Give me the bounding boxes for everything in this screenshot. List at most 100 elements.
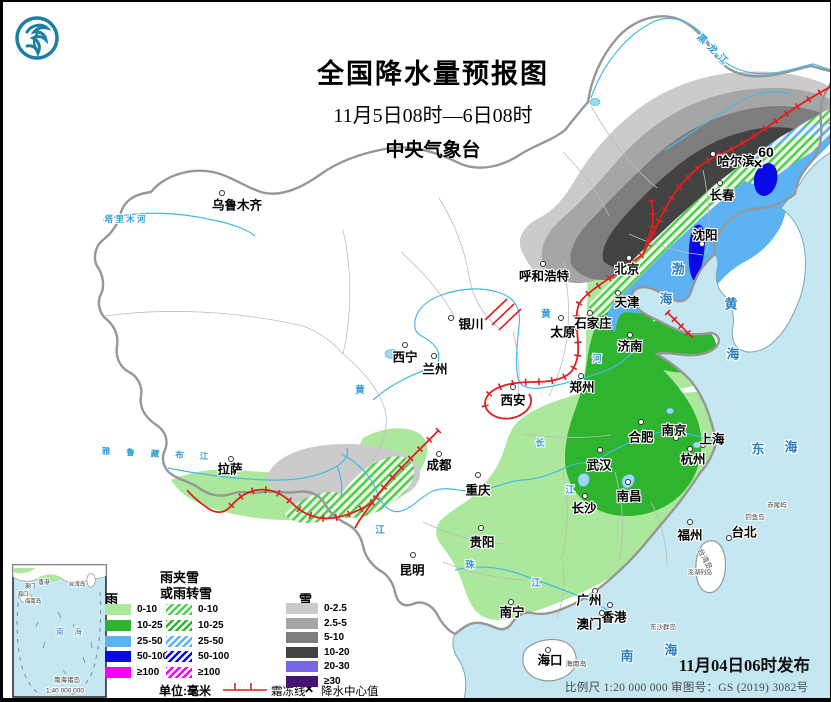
city-label: 乌鲁木齐 [211, 198, 263, 213]
city-dot [475, 472, 481, 478]
legend-rain-swatch [105, 619, 131, 631]
legend-range: 10-25 [198, 619, 224, 631]
city-label: 南昌 [616, 489, 642, 504]
inset-label: 台湾岛 [68, 582, 86, 588]
city-label: 沈阳 [692, 228, 718, 243]
city-label: 昆明 [399, 563, 425, 578]
city-label: 长春 [709, 188, 735, 203]
precip-center-annotation: ✕ [752, 157, 764, 171]
legend-range: 25-50 [198, 635, 224, 647]
city-label: 南宁 [499, 605, 525, 620]
valid-period: 11月5日08时—6日08时 [333, 105, 533, 127]
inset-label: 澳门 [24, 584, 36, 590]
legend-sleet-swatch [166, 604, 192, 615]
river-label: 珠 [465, 560, 475, 571]
city-dot [545, 647, 551, 653]
island-label: 澎湖列岛 [687, 570, 713, 577]
island-label: 钓鱼岛 [745, 514, 765, 521]
frost-line-symbol-icon [223, 683, 267, 691]
legend-sleet-swatch [166, 667, 192, 679]
sea-label: 海 [784, 439, 798, 455]
scale-and-approval: 比例尺 1:20 000 000 审图号：GS (2019) 3082号 [565, 682, 809, 694]
legend-range: ≥100 [198, 667, 221, 679]
city-dot [431, 353, 437, 359]
city-label: 南京 [661, 423, 687, 438]
city-label: 北京 [614, 262, 640, 277]
inset-label: 1:40 000 000 [46, 687, 84, 695]
city-dot [726, 535, 732, 541]
city-label: 兰州 [422, 362, 448, 377]
legend-rain-swatch [105, 651, 131, 663]
river-label: 江 [565, 485, 575, 496]
legend-range: 10-25 [137, 619, 163, 631]
inset-label: 香港 [38, 580, 50, 586]
city-dot [607, 602, 613, 608]
rivers [102, 17, 830, 616]
river-label: 河 [592, 354, 602, 365]
legend-rain-swatch [105, 635, 131, 647]
frost-line [186, 83, 830, 529]
city-dot [673, 435, 679, 441]
rain-50-100-east [753, 163, 778, 196]
city-label: 成都 [426, 458, 452, 473]
river-label: 江 [531, 578, 541, 589]
legend-sleet-swatch [166, 635, 192, 647]
frost-line-label: 霜冻线 [271, 686, 306, 698]
city-label: 广州 [576, 593, 602, 608]
city-dot [448, 315, 454, 321]
legend-range: 0-10 [137, 604, 158, 615]
city-dot [587, 310, 593, 316]
legend-snow-swatch [286, 676, 318, 687]
city-dot [402, 342, 408, 348]
map-title: 全国降水量预报图 [317, 59, 549, 89]
city-dot [699, 241, 705, 247]
city-dot [710, 151, 716, 157]
city-dot [219, 190, 225, 196]
island-label: 东沙群岛 [650, 624, 676, 631]
river-label: 长 [535, 438, 545, 449]
city-label: 杭州 [680, 452, 706, 467]
inset-label: 南海诸岛 [54, 677, 80, 684]
inset-label: 海南岛 [24, 599, 42, 605]
sleet-tibet [285, 491, 345, 523]
city-dot [626, 255, 632, 261]
legend-snow-swatch [286, 603, 318, 614]
title-block: 全国降水量预报图 11月5日08时—6日08时 中央气象台 [233, 52, 633, 162]
city-label: 呼和浩特 [518, 269, 570, 284]
city-label: 福州 [677, 528, 703, 543]
legend-sleet-header-1: 雨夹雪 [160, 570, 200, 585]
city-dot [578, 373, 584, 379]
city-label: 上海 [699, 432, 725, 447]
city-dot [508, 599, 514, 605]
taiwan-island [695, 540, 727, 594]
city-label: 哈尔滨 [717, 154, 755, 169]
city-dot [687, 446, 693, 452]
river-label: 黄 [355, 385, 365, 396]
legend-range: ≥100 [137, 667, 160, 679]
city-label: 天津 [614, 295, 640, 310]
city-dot [597, 447, 603, 453]
city-dot [615, 290, 621, 296]
city-dot [627, 332, 633, 338]
city-dot [478, 525, 484, 531]
city-label: 西安 [500, 393, 526, 408]
legend-snow-swatch [286, 617, 318, 629]
inset-label: 南 [56, 627, 64, 637]
city-label: 澳门 [576, 617, 602, 632]
release-time: 11月04日06时发布 [678, 656, 810, 675]
sea-label: 海 [659, 291, 673, 307]
legend-unit: 单位:毫米 [159, 684, 211, 698]
precip-center-annotation: 60 [758, 144, 774, 160]
legend-snow-swatch [286, 646, 318, 658]
city-dot [717, 180, 723, 186]
sea-label: 东 [751, 441, 765, 457]
precip-center-symbol: ✕ [304, 682, 315, 696]
city-label: 长沙 [571, 501, 597, 516]
legend-range: 20-30 [324, 661, 350, 673]
city-label: 台北 [731, 525, 757, 540]
city-dot [638, 419, 644, 425]
river-label: 江 [375, 525, 385, 536]
legend-range: 10-20 [324, 646, 350, 658]
precip-center-label: 降水中心值 [321, 686, 379, 698]
